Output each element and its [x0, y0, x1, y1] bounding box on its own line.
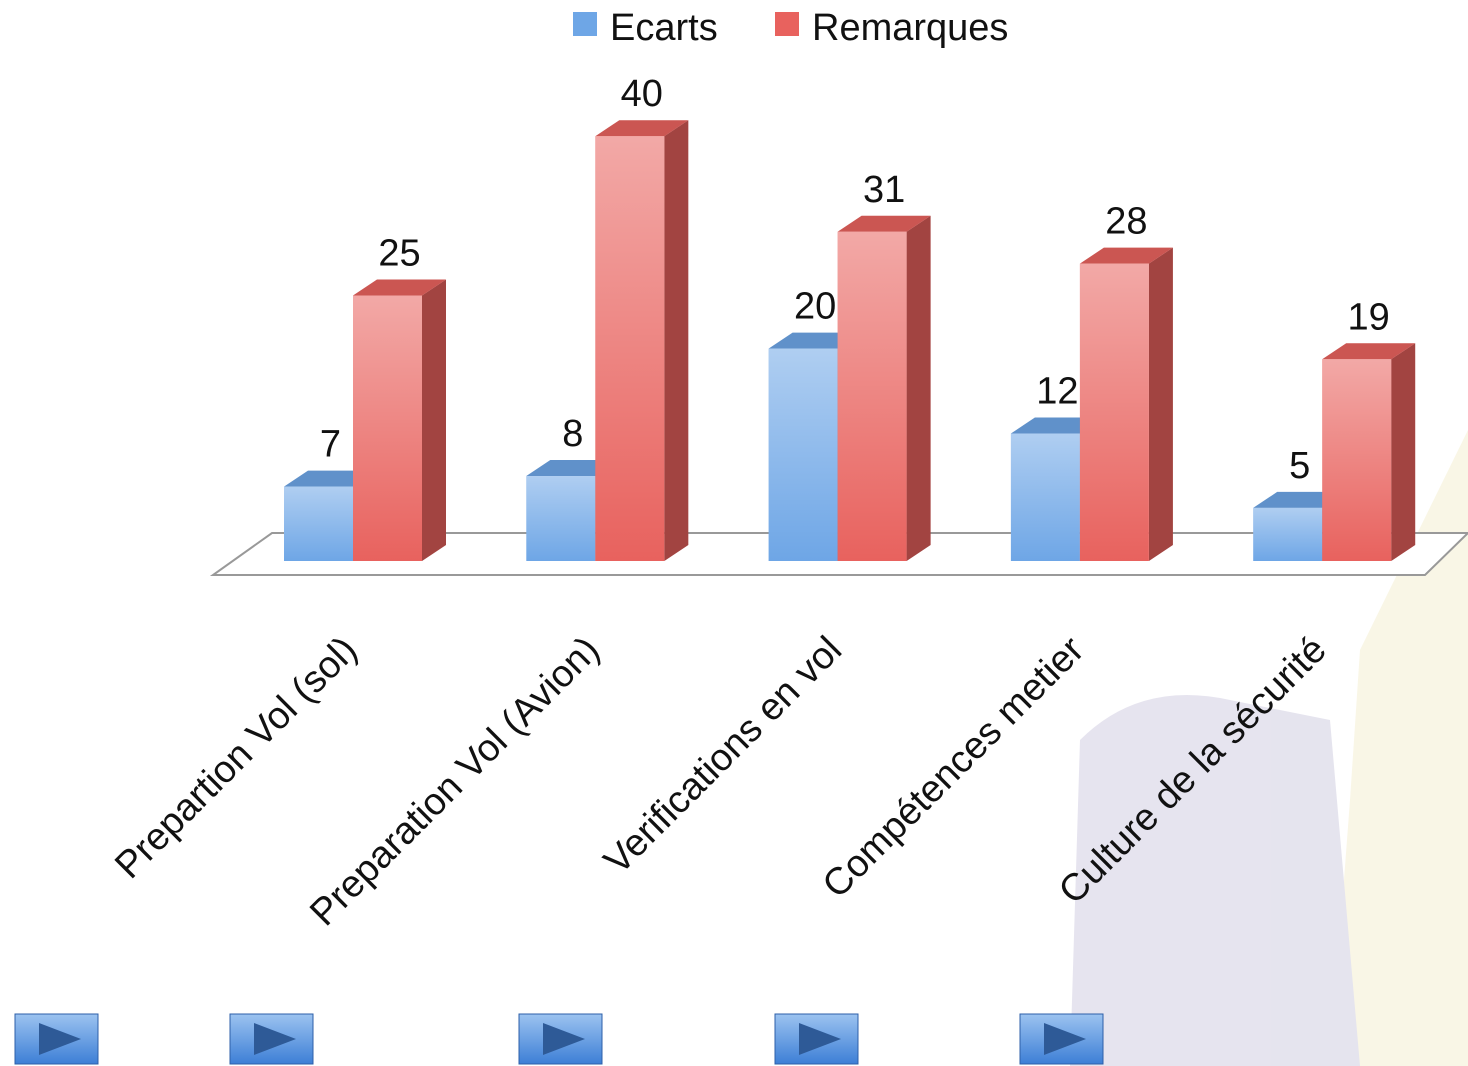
bar-3d: 19	[1322, 296, 1415, 561]
bar-shine	[1080, 264, 1149, 561]
x-tick-label: Verifications en vol	[596, 629, 850, 883]
chart: Ecarts Remarques 7 25 Prepartion Vol (sol) 8…	[0, 0, 1468, 1066]
play-button[interactable]	[15, 1014, 98, 1064]
nav-buttons	[15, 1014, 1103, 1064]
legend-label: Remarques	[812, 7, 1008, 49]
bar-shine	[595, 136, 664, 561]
bar-side-shade	[664, 120, 688, 561]
x-tick-label: Prepartion Vol (sol)	[107, 629, 365, 887]
bar-shine	[769, 349, 838, 561]
bar-shine	[526, 476, 595, 561]
bar-shine	[1011, 434, 1080, 561]
bar-shine	[1253, 508, 1322, 561]
legend-item: Ecarts	[573, 7, 718, 49]
bar-shine	[284, 487, 353, 561]
bar-3d: 31	[838, 169, 931, 561]
value-label: 25	[378, 233, 420, 275]
bar-3d: 40	[595, 73, 688, 561]
bar-shine	[1322, 359, 1391, 561]
bar-shine	[353, 296, 422, 562]
bar-side-shade	[1149, 248, 1173, 561]
value-label: 28	[1105, 201, 1147, 243]
value-label: 40	[621, 73, 663, 115]
x-tick-label: Compétences metier	[815, 629, 1093, 907]
legend-item: Remarques	[775, 7, 1008, 49]
bar-side-shade	[907, 216, 931, 561]
play-button[interactable]	[1020, 1014, 1103, 1064]
play-button[interactable]	[230, 1014, 313, 1064]
value-label: 20	[794, 286, 836, 328]
bar-side-shade	[1391, 343, 1415, 561]
value-label: 8	[562, 413, 583, 455]
bar-3d: 28	[1080, 201, 1173, 561]
bar-3d: 25	[353, 233, 446, 561]
value-label: 5	[1289, 445, 1310, 487]
play-button[interactable]	[519, 1014, 602, 1064]
bar-side-shade	[422, 280, 446, 562]
value-label: 31	[863, 169, 905, 211]
bar-shine	[838, 232, 907, 561]
value-label: 12	[1036, 371, 1078, 413]
legend-swatch	[573, 12, 597, 36]
value-label: 19	[1348, 296, 1390, 338]
legend-label: Ecarts	[610, 7, 718, 49]
play-button[interactable]	[775, 1014, 858, 1064]
legend-swatch	[775, 12, 799, 36]
value-label: 7	[320, 424, 341, 466]
legend: Ecarts Remarques	[573, 7, 1008, 49]
